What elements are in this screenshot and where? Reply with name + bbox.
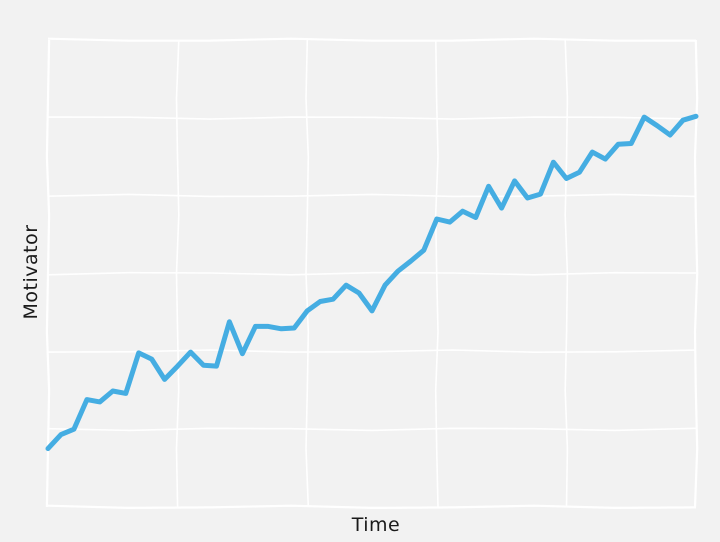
series-line <box>45 113 699 452</box>
series-layer <box>45 113 699 452</box>
horizontal-grid-line <box>47 427 697 432</box>
horizontal-grid-line <box>47 116 697 120</box>
vertical-grid-line <box>305 39 310 508</box>
horizontal-grid-line <box>47 271 697 276</box>
grid <box>45 37 699 510</box>
horizontal-grid-line <box>47 193 697 198</box>
horizontal-grid-line <box>47 37 697 42</box>
y-axis-label: Motivator <box>20 224 42 319</box>
x-axis-label: Time <box>351 514 401 536</box>
vertical-grid-line <box>45 39 51 508</box>
horizontal-grid-line <box>47 504 697 510</box>
horizontal-grid-line <box>47 349 697 354</box>
